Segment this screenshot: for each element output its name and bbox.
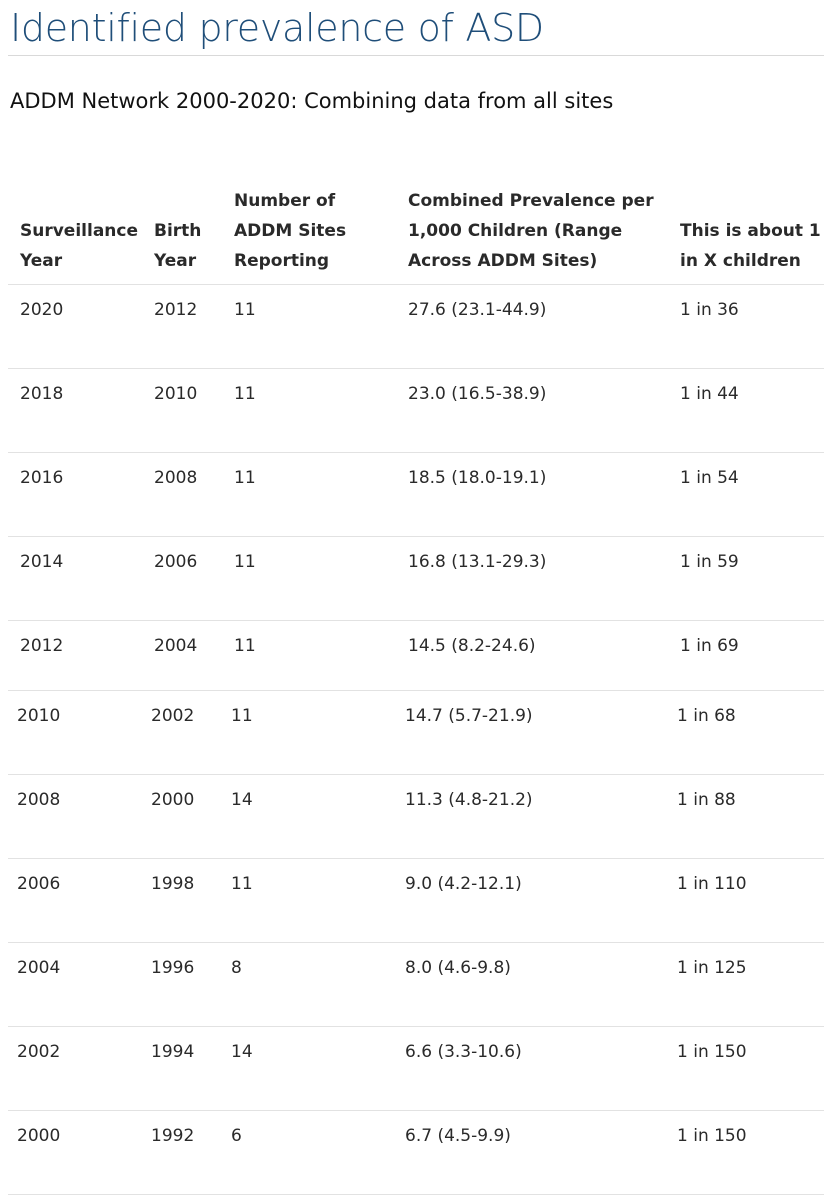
cell-one-in-x: 1 in 150 (668, 1110, 824, 1195)
cell-surveillance-year: 2006 (8, 858, 142, 943)
table-row: 2012 2004 11 14.5 (8.2-24.6) 1 in 69 (8, 620, 824, 691)
cell-sites-reporting: 6 (222, 1110, 396, 1195)
cell-sites-reporting: 11 (222, 690, 396, 775)
cell-one-in-x: 1 in 125 (668, 942, 824, 1027)
cell-sites-reporting: 11 (222, 452, 396, 537)
cell-surveillance-year: 2012 (8, 620, 142, 691)
table-row: 2002 1994 14 6.6 (3.3-10.6) 1 in 150 (8, 1026, 824, 1111)
table-subtitle: ADDM Network 2000-2020: Combining data f… (10, 89, 614, 113)
cell-one-in-x: 1 in 54 (668, 452, 824, 537)
cell-combined-prevalence: 16.8 (13.1-29.3) (396, 536, 668, 621)
cell-surveillance-year: 2010 (8, 690, 142, 775)
header-row: Surveillance Year Birth Year Number of A… (8, 186, 824, 285)
table-row: 2004 1996 8 8.0 (4.6-9.8) 1 in 125 (8, 942, 824, 1027)
table-header: Surveillance Year Birth Year Number of A… (8, 186, 824, 285)
table-row: 2018 2010 11 23.0 (16.5-38.9) 1 in 44 (8, 368, 824, 453)
cell-birth-year: 1998 (142, 858, 222, 943)
cell-birth-year: 2000 (142, 774, 222, 859)
cell-sites-reporting: 11 (222, 284, 396, 369)
header-birth-year: Birth Year (142, 186, 222, 285)
cell-sites-reporting: 11 (222, 536, 396, 621)
cell-birth-year: 2008 (142, 452, 222, 537)
table-row: 2000 1992 6 6.7 (4.5-9.9) 1 in 150 (8, 1110, 824, 1195)
cell-birth-year: 2012 (142, 284, 222, 369)
cell-combined-prevalence: 27.6 (23.1-44.9) (396, 284, 668, 369)
cell-sites-reporting: 11 (222, 858, 396, 943)
table-row: 2020 2012 11 27.6 (23.1-44.9) 1 in 36 (8, 284, 824, 369)
cell-surveillance-year: 2014 (8, 536, 142, 621)
cell-surveillance-year: 2020 (8, 284, 142, 369)
cell-surveillance-year: 2002 (8, 1026, 142, 1111)
table-row: 2016 2008 11 18.5 (18.0-19.1) 1 in 54 (8, 452, 824, 537)
cell-combined-prevalence: 6.6 (3.3-10.6) (396, 1026, 668, 1111)
cell-combined-prevalence: 8.0 (4.6-9.8) (396, 942, 668, 1027)
table-body: 2020 2012 11 27.6 (23.1-44.9) 1 in 36 2018 201… (8, 284, 824, 1195)
header-combined-prevalence: Combined Prevalence per 1,000 Children (… (396, 186, 668, 285)
prevalence-table-container: Surveillance Year Birth Year Number of A… (8, 186, 824, 1195)
cell-birth-year: 1992 (142, 1110, 222, 1195)
page-title: Identified prevalence of ASD (10, 6, 544, 50)
cell-birth-year: 2010 (142, 368, 222, 453)
cell-surveillance-year: 2004 (8, 942, 142, 1027)
cell-one-in-x: 1 in 59 (668, 536, 824, 621)
cell-combined-prevalence: 11.3 (4.8-21.2) (396, 774, 668, 859)
cell-birth-year: 2002 (142, 690, 222, 775)
table-row: 2010 2002 11 14.7 (5.7-21.9) 1 in 68 (8, 690, 824, 775)
cell-one-in-x: 1 in 88 (668, 774, 824, 859)
cell-sites-reporting: 8 (222, 942, 396, 1027)
cell-sites-reporting: 14 (222, 774, 396, 859)
cell-one-in-x: 1 in 44 (668, 368, 824, 453)
table-row: 2014 2006 11 16.8 (13.1-29.3) 1 in 59 (8, 536, 824, 621)
cell-one-in-x: 1 in 36 (668, 284, 824, 369)
cell-birth-year: 2004 (142, 620, 222, 691)
header-one-in-x: This is about 1 in X children (668, 186, 824, 285)
cell-surveillance-year: 2018 (8, 368, 142, 453)
cell-one-in-x: 1 in 150 (668, 1026, 824, 1111)
cell-birth-year: 1994 (142, 1026, 222, 1111)
cell-sites-reporting: 11 (222, 368, 396, 453)
cell-one-in-x: 1 in 110 (668, 858, 824, 943)
cell-sites-reporting: 14 (222, 1026, 396, 1111)
table-row: 2006 1998 11 9.0 (4.2-12.1) 1 in 110 (8, 858, 824, 943)
cell-combined-prevalence: 9.0 (4.2-12.1) (396, 858, 668, 943)
table-row: 2008 2000 14 11.3 (4.8-21.2) 1 in 88 (8, 774, 824, 859)
cell-surveillance-year: 2016 (8, 452, 142, 537)
cell-combined-prevalence: 14.5 (8.2-24.6) (396, 620, 668, 691)
cell-combined-prevalence: 18.5 (18.0-19.1) (396, 452, 668, 537)
cell-combined-prevalence: 23.0 (16.5-38.9) (396, 368, 668, 453)
cell-surveillance-year: 2008 (8, 774, 142, 859)
cell-one-in-x: 1 in 68 (668, 690, 824, 775)
cell-sites-reporting: 11 (222, 620, 396, 691)
cell-one-in-x: 1 in 69 (668, 620, 824, 691)
prevalence-table: Surveillance Year Birth Year Number of A… (8, 186, 824, 1195)
cell-combined-prevalence: 6.7 (4.5-9.9) (396, 1110, 668, 1195)
cell-surveillance-year: 2000 (8, 1110, 142, 1195)
header-sites-reporting: Number of ADDM Sites Reporting (222, 186, 396, 285)
header-surveillance-year: Surveillance Year (8, 186, 142, 285)
cell-birth-year: 1996 (142, 942, 222, 1027)
cell-birth-year: 2006 (142, 536, 222, 621)
cell-combined-prevalence: 14.7 (5.7-21.9) (396, 690, 668, 775)
title-divider (8, 55, 824, 56)
